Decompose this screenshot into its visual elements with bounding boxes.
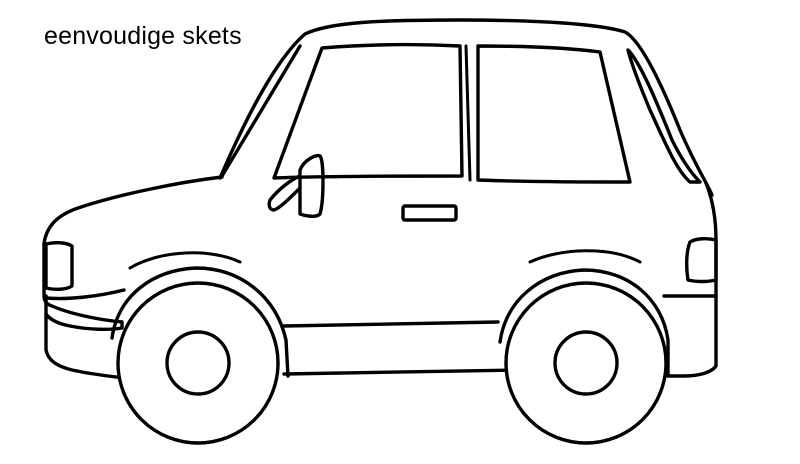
front-window: [272, 42, 464, 180]
front-wheel-fill: [118, 283, 278, 443]
rear-wheel-arch: [498, 268, 670, 378]
side-mirror-arm: [267, 174, 302, 212]
rear-tire-icon: [504, 281, 668, 445]
rocker-bottom: [282, 368, 522, 376]
quarter-window: [626, 48, 702, 184]
car-hood-outline: [42, 175, 224, 246]
sketch-caption: eenvoudige skets: [44, 22, 242, 50]
rear-wheel-fill: [506, 283, 666, 443]
front-bumper: [42, 242, 124, 332]
rear-fender-flare: [528, 249, 642, 264]
front-tire-icon: [116, 281, 280, 445]
side-mirror-icon: [298, 153, 325, 218]
headlight: [44, 240, 74, 292]
car-roof-outline: [218, 18, 714, 197]
rear-bumper: [662, 294, 718, 378]
front-lower-body: [44, 294, 126, 380]
taillight: [684, 236, 718, 284]
rocker-panel: [282, 320, 500, 328]
front-bumper-line: [44, 288, 126, 301]
windshield-pillar: [220, 44, 302, 178]
door-seam: [464, 44, 472, 182]
front-fender-flare: [128, 251, 242, 270]
door-handle: [401, 204, 458, 222]
front-wheel-arch: [110, 266, 290, 378]
rear-window: [476, 44, 632, 184]
front-hubcap-icon: [165, 330, 231, 396]
rear-hubcap-icon: [553, 330, 619, 396]
